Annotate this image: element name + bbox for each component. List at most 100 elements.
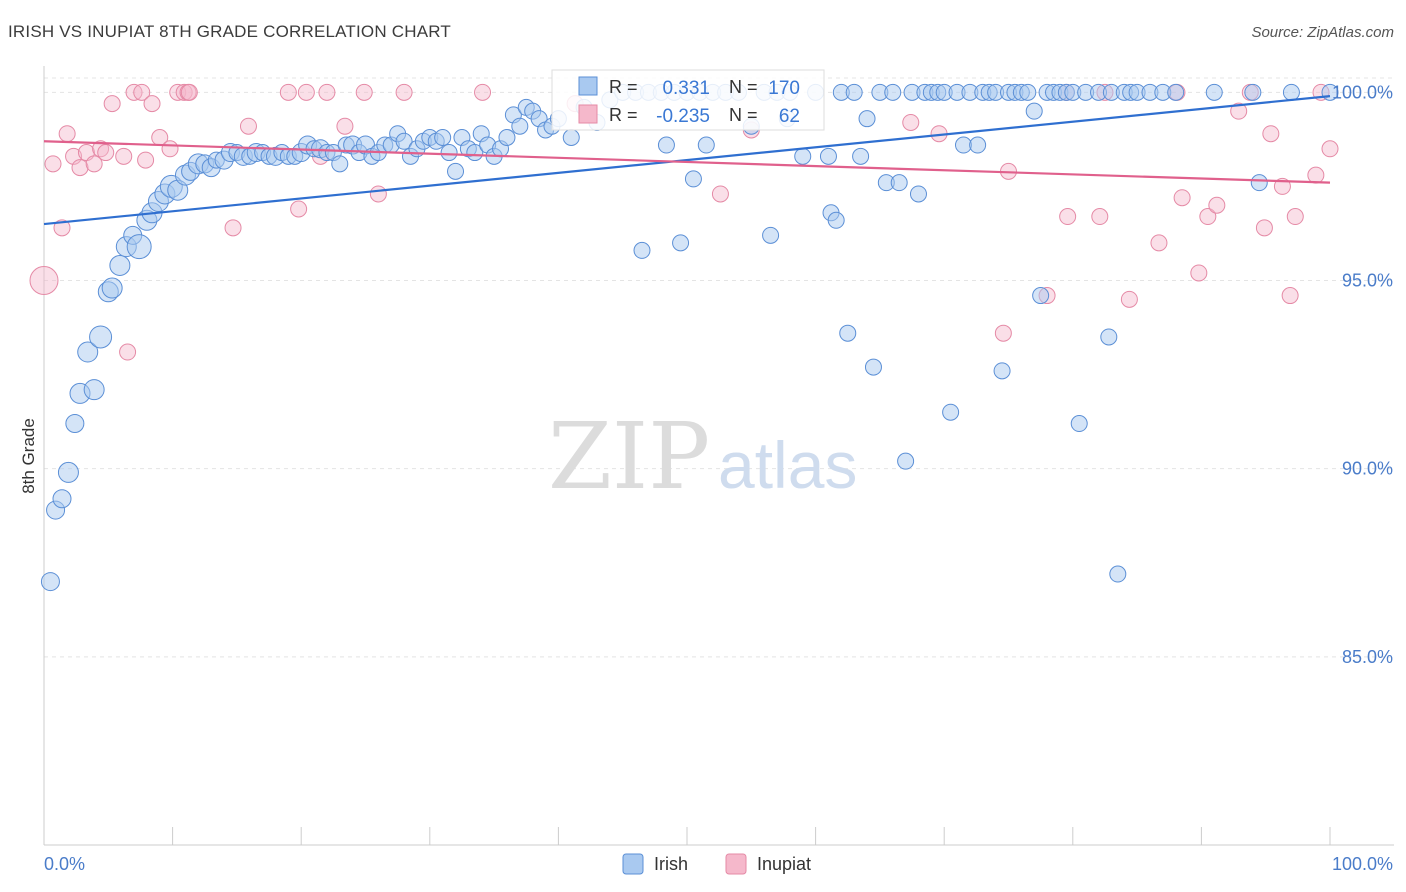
inupiat-point [239, 117, 257, 135]
inupiat-point [71, 159, 89, 177]
y-tick-label: 90.0% [1342, 459, 1393, 479]
irish-point [839, 324, 857, 342]
y-axis-label: 8th Grade [19, 418, 38, 494]
irish-point [511, 117, 529, 135]
inupiat-point [902, 113, 920, 131]
legend: Irish Inupiat [622, 853, 811, 875]
watermark-atlas: atlas [718, 428, 857, 502]
inupiat-point [1199, 208, 1217, 226]
irish-point [83, 379, 105, 401]
inupiat-point [224, 219, 242, 237]
irish-point [466, 144, 484, 162]
irish-point [884, 83, 902, 101]
irish-point [1167, 83, 1185, 101]
inupiat-point [355, 83, 373, 101]
inupiat-r-value: -0.235 [656, 106, 710, 127]
irish-point [657, 136, 675, 154]
inupiat-point [1273, 177, 1291, 195]
irish-point [969, 136, 987, 154]
irish-point [52, 489, 72, 509]
y-tick-label: 100.0% [1332, 82, 1393, 102]
irish-point [126, 234, 152, 260]
inupiat-point [395, 83, 413, 101]
watermark-zip: ZIP [548, 403, 710, 510]
irish-point [77, 341, 99, 363]
inupiat-swatch [578, 104, 598, 124]
irish-point [1100, 328, 1118, 346]
irish-point [819, 147, 837, 165]
irish-point [993, 362, 1011, 380]
inupiat-point [369, 185, 387, 203]
irish-point [684, 170, 702, 188]
inupiat-point [711, 185, 729, 203]
irish-trendline [43, 95, 1331, 226]
y-tick-labels: 100.0% 95.0% 90.0% 85.0% [1332, 82, 1393, 666]
irish-swatch [578, 76, 598, 96]
inupiat-point [1173, 189, 1191, 207]
irish-point [697, 136, 715, 154]
irish-point [890, 174, 908, 192]
inupiat-n-value: 62 [779, 106, 800, 127]
y-tick-label: 85.0% [1342, 647, 1393, 667]
irish-point [672, 234, 690, 252]
source-label: Source: ZipAtlas.com [1251, 24, 1394, 41]
x-tick-labels: 0.0% 100.0% [44, 854, 1393, 874]
inupiat-point [175, 83, 193, 101]
inupiat-point [1120, 290, 1138, 308]
inupiat-point [1286, 208, 1304, 226]
irish-point [1019, 83, 1037, 101]
chart-title: IRISH VS INUPIAT 8TH GRADE CORRELATION C… [8, 22, 451, 41]
inupiat-n-label: N = [729, 105, 758, 125]
inupiat-point [85, 155, 103, 173]
irish-point [897, 452, 915, 470]
inupiat-point [1262, 125, 1280, 143]
irish-point [447, 162, 465, 180]
inupiat-point [53, 219, 71, 237]
inupiat-point [290, 200, 308, 218]
inupiat-point [336, 117, 354, 135]
irish-point [633, 241, 651, 259]
irish-point [65, 414, 85, 434]
irish-point [1109, 565, 1127, 583]
irish-point [1205, 83, 1223, 101]
inupiat-point [115, 147, 133, 165]
inupiat-point [103, 95, 121, 113]
irish-point [434, 129, 452, 147]
irish-point [1025, 102, 1043, 120]
irish-point [1282, 83, 1300, 101]
inupiat-point [1059, 208, 1077, 226]
irish-point [109, 254, 131, 276]
inupiat-point [97, 144, 115, 162]
x-tick-label: 100.0% [1332, 854, 1393, 874]
trendlines [43, 95, 1331, 226]
irish-point [942, 403, 960, 421]
irish-point [440, 144, 458, 162]
inupiat-r-label: R = [609, 105, 638, 125]
irish-r-label: R = [609, 77, 638, 97]
stats-box: R = 0.331 N = 170 R = -0.235 N = 62 [551, 69, 825, 131]
irish-point [794, 147, 812, 165]
irish-point [1070, 415, 1088, 433]
irish-point [395, 132, 413, 150]
inupiat-point [318, 83, 336, 101]
inupiat-point [180, 83, 198, 101]
inupiat-trendline [43, 140, 1331, 184]
inupiat-point [297, 83, 315, 101]
irish-point [827, 211, 845, 229]
legend-inupiat-label: Inupiat [757, 854, 811, 874]
inupiat-point [58, 125, 76, 143]
inupiat-point [29, 266, 59, 296]
y-tick-label: 95.0% [1342, 271, 1393, 291]
legend-irish-swatch [622, 853, 644, 875]
irish-n-value: 170 [768, 78, 800, 99]
irish-point [562, 129, 580, 147]
inupiat-point [161, 140, 179, 158]
irish-point [909, 185, 927, 203]
inupiat-point [1091, 208, 1109, 226]
irish-point [1250, 174, 1268, 192]
legend-inupiat-swatch [725, 853, 747, 875]
inupiat-point [143, 95, 161, 113]
irish-point [858, 110, 876, 128]
inupiat-point [1208, 196, 1226, 214]
